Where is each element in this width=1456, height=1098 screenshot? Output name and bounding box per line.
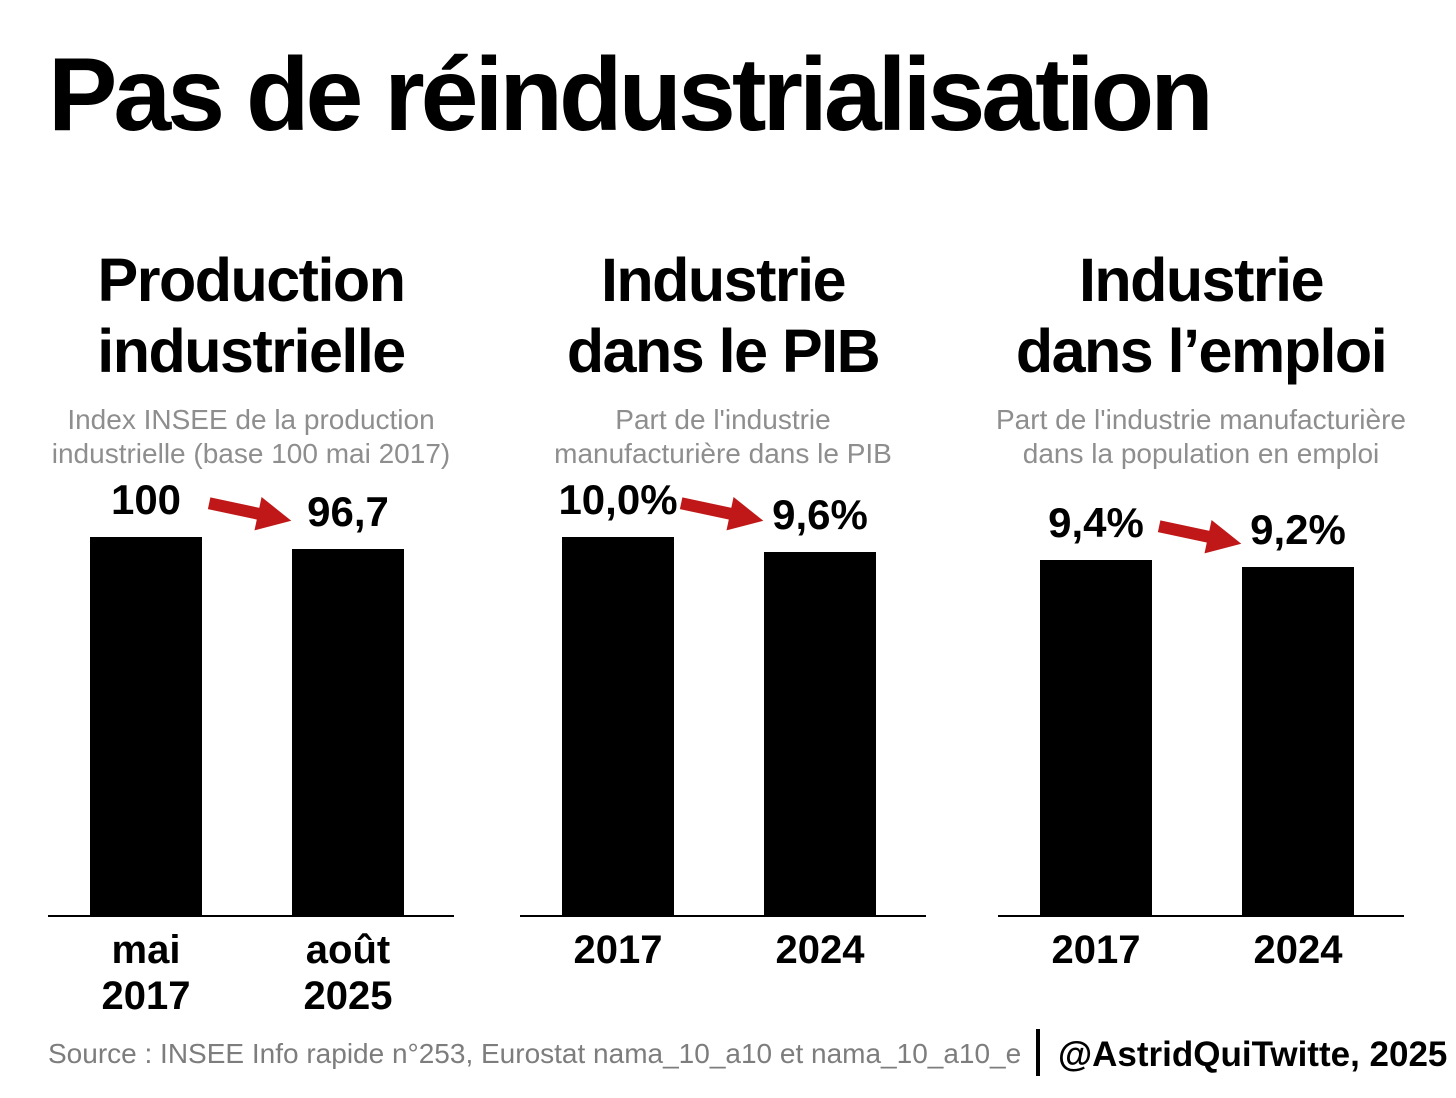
bar-group: 9,2%: [1242, 480, 1354, 915]
bar: [1040, 560, 1152, 915]
bar-value-label: 96,7: [307, 488, 389, 535]
chart-title-line: Production: [97, 246, 406, 314]
source-note: Source : INSEE Info rapide n°253, Eurost…: [48, 1038, 1022, 1069]
x-axis-label-line: 2024: [1253, 928, 1343, 972]
chart-subtitle: Index INSEE de la production industriell…: [28, 403, 474, 471]
chart-subtitle-line: industrielle (base 100 mai 2017): [51, 438, 451, 469]
x-axis-label: 2017: [516, 927, 720, 973]
chart-subtitle-line: Index INSEE de la production: [67, 404, 435, 435]
x-axis-label-line: août: [305, 928, 391, 972]
chart-title: Production industrielle: [48, 245, 454, 387]
decline-arrow-icon: [206, 491, 294, 535]
author-credit: @AstridQuiTwitte, 2025: [1058, 1035, 1448, 1074]
chart-subtitle-line: Part de l'industrie: [615, 404, 831, 435]
bar-group: 9,4%: [1040, 480, 1152, 915]
chart-title-line: dans l’emploi: [1015, 317, 1388, 385]
x-axis-label-line: 2017: [573, 928, 663, 972]
chart-title-line: dans le PIB: [566, 317, 881, 385]
panel-industrie-emploi: Industrie dans l’emploi Part de l'indust…: [996, 245, 1406, 972]
chart-title-line: industrielle: [97, 317, 406, 385]
chart-subtitle: Part de l'industrie manufacturière dans …: [500, 403, 946, 471]
chart-title: Industrie dans l’emploi: [998, 245, 1404, 387]
x-axis-label-line: 2017: [101, 974, 191, 1018]
x-axis-label-line: mai: [111, 928, 181, 972]
decline-arrow-icon: [678, 491, 766, 535]
bar-chart: 9,4% 9,2%: [998, 480, 1404, 917]
bar-chart: 100 96,7: [48, 476, 454, 917]
x-axis-label-line: 2017: [1051, 928, 1141, 972]
x-axis-label: août 2025: [246, 927, 450, 1019]
chart-title-line: Industrie: [1078, 246, 1325, 314]
bar-chart: 10,0% 9,6%: [520, 479, 926, 917]
bar-value-label: 100: [110, 476, 182, 523]
chart-subtitle-line: Part de l'industrie manufacturière: [996, 404, 1406, 435]
bar-group: 9,6%: [764, 480, 876, 915]
panel-industrie-pib: Industrie dans le PIB Part de l'industri…: [520, 245, 926, 972]
x-axis-label: mai 2017: [44, 927, 248, 1019]
bar-group: 10,0%: [558, 479, 678, 915]
bar: [562, 537, 674, 915]
chart-title-line: Industrie: [600, 246, 847, 314]
bar: [1242, 567, 1354, 915]
chart-subtitle: Part de l'industrie manufacturière dans …: [978, 403, 1424, 471]
bar-value-label: 9,6%: [772, 491, 868, 538]
credit-divider: [1036, 1029, 1040, 1076]
decline-arrow-icon: [1156, 514, 1244, 558]
bar-value-label: 9,4%: [1048, 499, 1144, 546]
bar-value-label: 9,2%: [1250, 506, 1346, 553]
x-axis-label: 2024: [1196, 927, 1400, 973]
x-axis-label-line: 2024: [775, 928, 865, 972]
bar: [90, 537, 202, 915]
bar: [764, 552, 876, 915]
panel-production-industrielle: Production industrielle Index INSEE de l…: [48, 245, 454, 1018]
x-axis-label: 2024: [718, 927, 922, 973]
chart-title: Industrie dans le PIB: [520, 245, 926, 387]
page-title: Pas de réindustrialisation: [48, 37, 1214, 153]
bar-value-label: 10,0%: [558, 476, 678, 523]
x-axis-label: 2017: [994, 927, 1198, 973]
chart-subtitle-line: manufacturière dans le PIB: [554, 438, 892, 469]
x-axis-label-line: 2025: [303, 974, 393, 1018]
bar-group: 96,7: [292, 480, 404, 915]
bar: [292, 549, 404, 915]
bar-group: 100: [90, 476, 202, 915]
chart-subtitle-line: dans la population en emploi: [1022, 438, 1380, 469]
